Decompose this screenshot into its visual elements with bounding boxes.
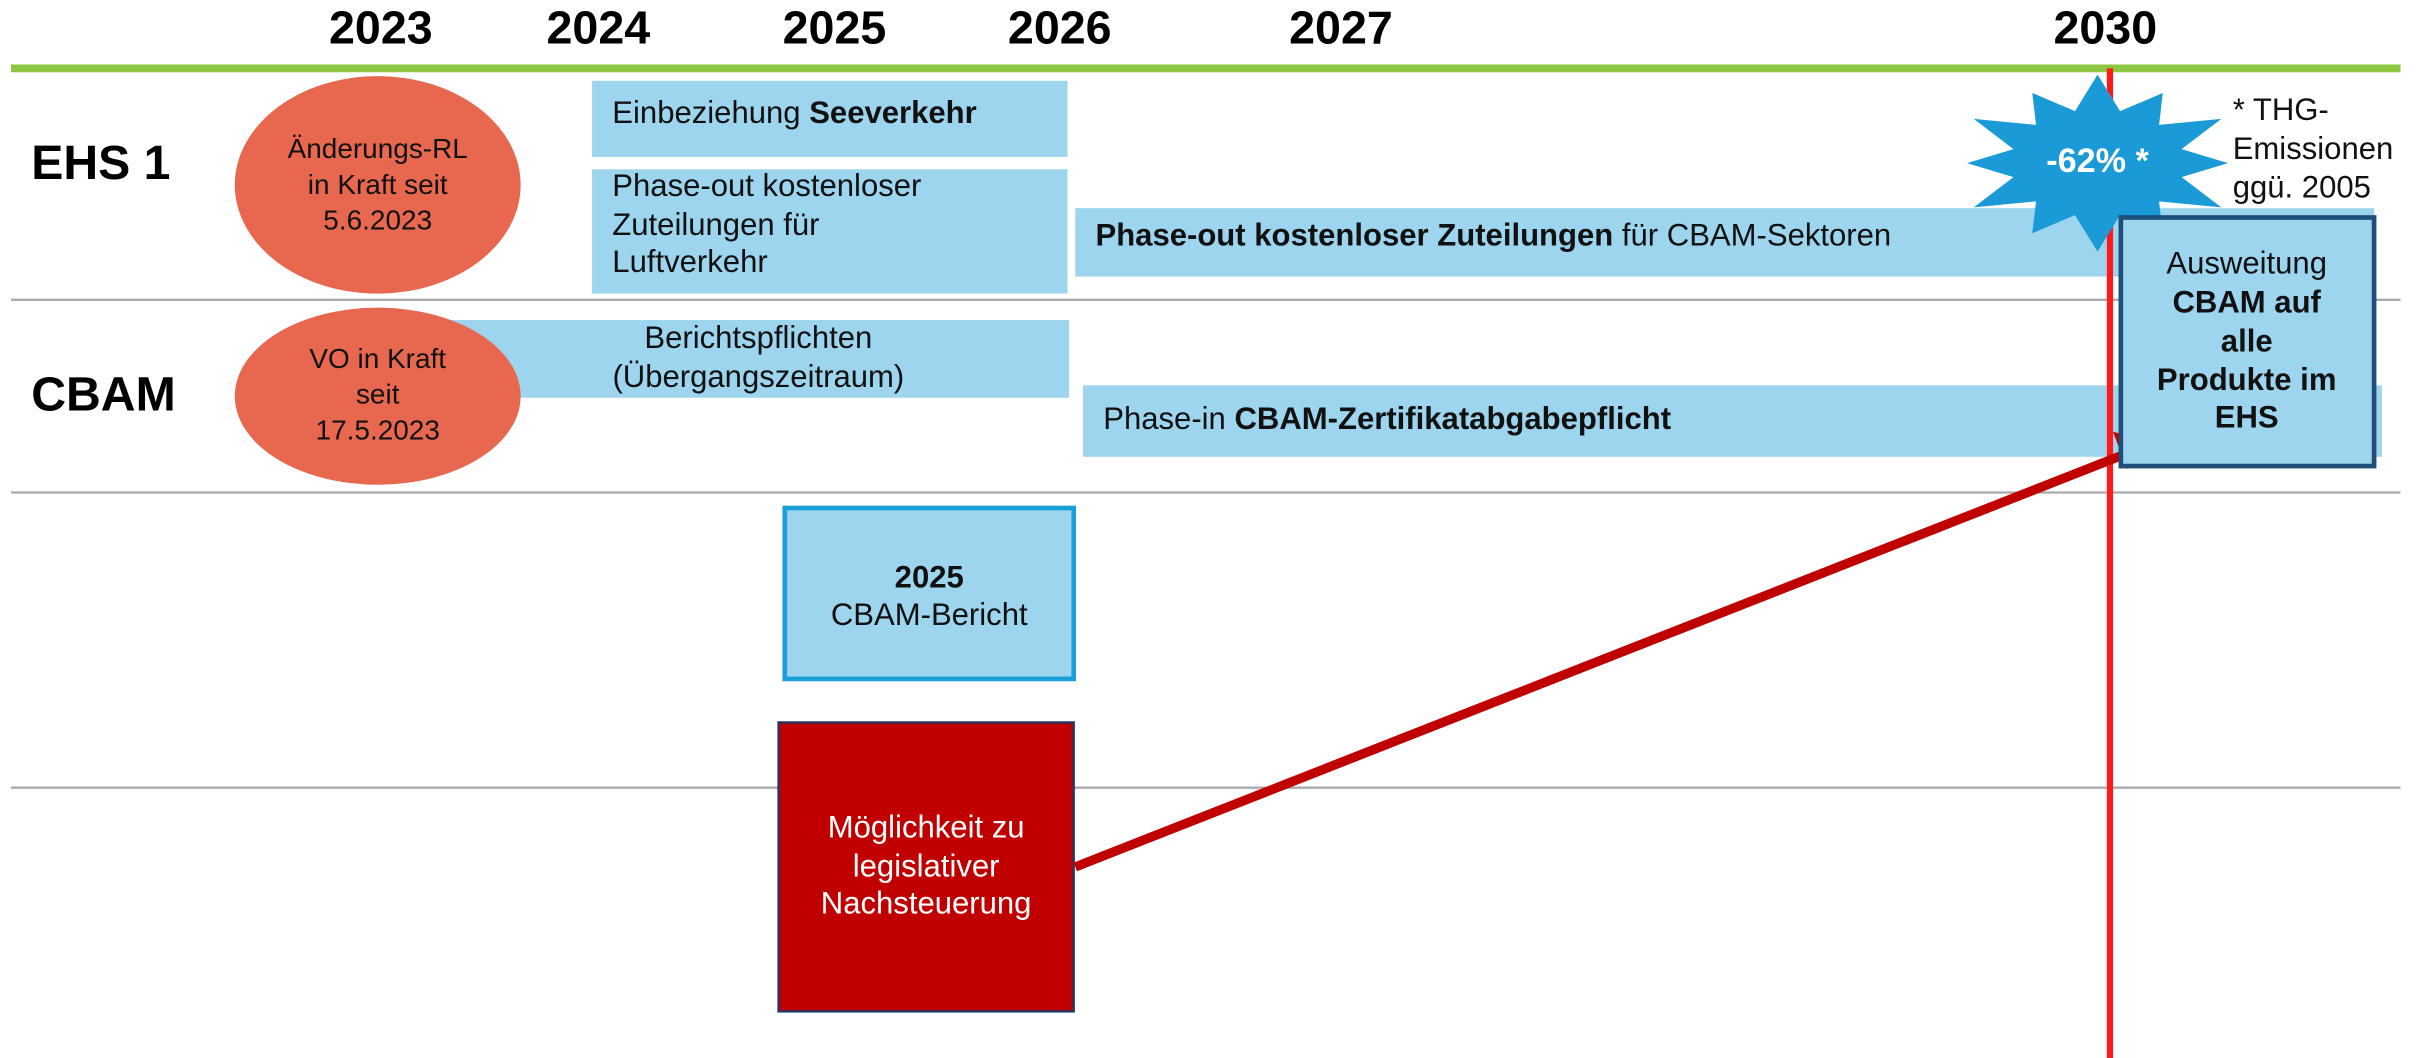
- year-label: 2030: [2053, 1, 2157, 53]
- box-text: Phase-out kostenloser: [612, 168, 921, 203]
- year-label: 2026: [1008, 1, 1112, 53]
- text-part: Seeverkehr: [809, 95, 977, 130]
- note-text: Emissionen: [2233, 131, 2394, 166]
- row-label: CBAM: [31, 367, 175, 421]
- text-part: Zuteilungen für: [612, 207, 819, 242]
- box-text: CBAM auf: [2172, 285, 2321, 320]
- box-text: (Übergangszeitraum): [612, 359, 904, 394]
- box: [450, 320, 1070, 398]
- star-burst: [1967, 74, 2229, 252]
- star-label: -62% *: [2046, 142, 2149, 180]
- milestone-text: Änderungs-RL: [288, 133, 468, 164]
- milestone: [234, 76, 521, 294]
- milestone-text: 17.5.2023: [316, 414, 440, 445]
- text-part: CBAM-Zertifikatabgabepflicht: [1234, 401, 1671, 436]
- year-label: 2027: [1289, 1, 1393, 53]
- box-text: 2025: [895, 560, 964, 595]
- text-part: Nachsteuerung: [821, 886, 1032, 921]
- row-label: EHS 1: [31, 136, 170, 190]
- box-text: Nachsteuerung: [821, 886, 1032, 921]
- year-label: 2025: [783, 1, 887, 53]
- text-part: CBAM-Bericht: [831, 597, 1028, 632]
- milestone: [234, 307, 521, 485]
- box-text: Einbeziehung Seeverkehr: [612, 95, 976, 130]
- note-text: * THG-: [2233, 92, 2329, 127]
- text-part: Berichtspflichten: [644, 320, 872, 355]
- box-text: Phase-out kostenloser Zuteilungen für CB…: [1095, 218, 1891, 253]
- box-text: Phase-in CBAM-Zertifikatabgabepflicht: [1103, 401, 1671, 436]
- box: [777, 721, 1075, 1013]
- text-part: CBAM auf: [2172, 285, 2321, 320]
- box-text: EHS: [2215, 400, 2279, 435]
- box-text: Produkte im: [2157, 362, 2337, 397]
- text-part: Einbeziehung: [612, 95, 809, 130]
- box-text: Zuteilungen für: [612, 207, 819, 242]
- text-part: legislativer: [853, 849, 1000, 884]
- text-part: alle: [2221, 324, 2273, 359]
- box: [2118, 215, 2377, 469]
- text-part: für CBAM-Sektoren: [1613, 218, 1891, 253]
- milestone-text: VO in Kraft: [309, 343, 446, 374]
- year-label: 2024: [547, 1, 651, 53]
- year-label: 2023: [329, 1, 433, 53]
- text-part: 2025: [895, 560, 964, 595]
- box: [592, 80, 1068, 157]
- box-text: Ausweitung: [2166, 246, 2327, 281]
- note-text: ggü. 2005: [2233, 170, 2371, 205]
- box-text: Berichtspflichten: [644, 320, 872, 355]
- box-text: legislativer: [853, 849, 1000, 884]
- text-part: (Übergangszeitraum): [612, 359, 904, 394]
- text-part: Produkte im: [2157, 362, 2337, 397]
- text-part: Ausweitung: [2166, 246, 2327, 281]
- text-part: EHS: [2215, 400, 2279, 435]
- text-part: Phase-out kostenloser Zuteilungen: [1095, 218, 1613, 253]
- text-part: Luftverkehr: [612, 244, 767, 279]
- text-part: Möglichkeit zu: [828, 810, 1025, 845]
- milestone-text: 5.6.2023: [323, 205, 432, 236]
- box-text: CBAM-Bericht: [831, 597, 1028, 632]
- box: [782, 505, 1077, 682]
- box-text: Luftverkehr: [612, 244, 767, 279]
- box-text: alle: [2221, 324, 2273, 359]
- milestone-text: seit: [356, 379, 400, 410]
- text-part: Phase-out kostenloser: [612, 168, 921, 203]
- box-text: Möglichkeit zu: [828, 810, 1025, 845]
- text-part: Phase-in: [1103, 401, 1234, 436]
- arrow-shaft: [1073, 450, 2125, 872]
- box: [592, 169, 1068, 294]
- milestone-text: in Kraft seit: [308, 169, 448, 200]
